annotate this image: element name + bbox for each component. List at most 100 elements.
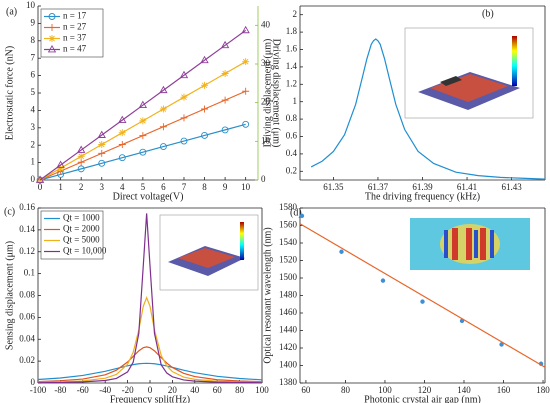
- series-line: [39, 123, 246, 181]
- x-tick-label: 61.41: [457, 182, 477, 192]
- y-tick-label: 0.4: [286, 148, 298, 158]
- legend-label: n = 17: [63, 11, 87, 21]
- inset-c: [159, 214, 259, 291]
- x-tick-label: 5: [141, 182, 146, 192]
- y2-tick-label: 40: [261, 19, 271, 29]
- legend-label: Qt = 2000: [63, 224, 100, 234]
- marker: [200, 55, 209, 64]
- x-tick-label: -80: [54, 385, 66, 395]
- x-tick-label: 3: [99, 182, 104, 192]
- marker: [221, 126, 229, 134]
- y-tick-label: 1.8: [286, 26, 298, 36]
- y-tick-label: 1: [31, 157, 36, 167]
- marker: [77, 165, 85, 173]
- y-tick-label: 3: [31, 122, 36, 132]
- y-tick-label: 1.6: [286, 44, 298, 54]
- x-tick-label: 60: [301, 385, 311, 395]
- y-tick-label: 9: [31, 17, 36, 27]
- x-tick-label: 4: [120, 182, 125, 192]
- legend-label: Qt = 1000: [63, 213, 100, 223]
- inset-d: [410, 218, 530, 270]
- y-tick-label: 1420: [279, 342, 298, 352]
- y-tick-label: 1400: [279, 360, 298, 370]
- marker: [139, 132, 147, 140]
- x-tick-label: 80: [341, 385, 351, 395]
- point: [339, 249, 344, 254]
- legend-label: n = 37: [63, 33, 87, 43]
- x-tick-label: 9: [223, 182, 228, 192]
- marker: [35, 175, 45, 183]
- y-tick-label: 10: [26, 0, 36, 10]
- x-tick-label: 10: [241, 182, 251, 192]
- x-tick-label: -100: [30, 385, 47, 395]
- y-tick-label: 0.08: [19, 290, 35, 300]
- y-tick-label: 0.04: [19, 333, 35, 343]
- y-tick-label: 1.2: [286, 78, 297, 88]
- y-tick-label: 8: [31, 35, 36, 45]
- y-tick-label: 0.14: [19, 224, 35, 234]
- x-tick-label: 6: [161, 182, 166, 192]
- y-tick-label: 1380: [279, 377, 298, 387]
- x-axis-label: Frequency split(Hz): [110, 394, 190, 403]
- legend-label: n = 27: [63, 22, 87, 32]
- point: [499, 342, 504, 347]
- x-tick-label: 80: [235, 385, 245, 395]
- legend-marker: [48, 13, 56, 20]
- y-tick-label: 0.2: [286, 165, 297, 175]
- y-tick-label: 1: [293, 96, 298, 106]
- y2-tick-label: 10: [261, 135, 271, 145]
- y-tick-label: 0.06: [19, 311, 35, 321]
- x-tick-label: 61.39: [412, 182, 433, 192]
- x-axis-label: Direct voltage(V): [113, 191, 184, 202]
- marker: [138, 100, 148, 109]
- marker: [159, 143, 167, 151]
- series-line: [37, 346, 263, 383]
- marker: [201, 132, 208, 139]
- marker: [98, 149, 106, 157]
- x-tick-label: -20: [122, 385, 134, 395]
- y-tick-label: 0.12: [19, 246, 35, 256]
- x-tick-label: 160: [497, 385, 511, 395]
- y-tick-label: 2: [31, 139, 36, 149]
- y-tick-label: 5: [31, 87, 36, 97]
- marker: [159, 85, 168, 94]
- x-tick-label: 1: [58, 182, 63, 192]
- marker: [221, 96, 229, 104]
- marker: [97, 130, 106, 138]
- marker: [159, 123, 167, 131]
- y2-tick-label: 30: [261, 58, 271, 68]
- marker: [242, 120, 250, 128]
- y-tick-label: 2: [293, 9, 298, 19]
- y-tick-label: 0: [31, 377, 36, 387]
- marker: [242, 58, 250, 66]
- legend-label: Qt = 5000: [63, 235, 100, 245]
- x-tick-label: 100: [378, 385, 392, 395]
- x-tick-label: 7: [182, 182, 187, 192]
- y-tick-label: 0.02: [19, 355, 35, 365]
- series-line: [37, 213, 263, 384]
- marker: [201, 81, 209, 89]
- panel-title: (d): [290, 207, 302, 218]
- marker: [201, 105, 209, 113]
- y-tick-label: 0.6: [286, 131, 298, 141]
- y2-axis-label: Driving displacement (μm): [271, 39, 282, 148]
- marker: [118, 115, 127, 123]
- x-tick-label: 60: [213, 385, 223, 395]
- y-tick-label: 1.4: [286, 61, 298, 71]
- marker: [56, 160, 65, 168]
- legend-label: Qt = 10,000: [63, 246, 107, 256]
- marker: [180, 93, 188, 101]
- y-axis-label: Electrostatic force (nN): [4, 46, 15, 140]
- y-tick-label: 0: [31, 174, 36, 184]
- panel-title: (c): [4, 206, 15, 217]
- x-tick-label: 180: [536, 385, 550, 395]
- y2-tick-label: 20: [261, 97, 271, 107]
- y-tick-label: 0.16: [19, 202, 35, 212]
- y-tick-label: 1560: [279, 220, 298, 230]
- x-tick-label: 100: [255, 385, 269, 395]
- point: [299, 213, 305, 219]
- y-tick-label: 1500: [279, 272, 298, 282]
- y-tick-label: 7: [31, 52, 36, 62]
- legend-marker: [48, 24, 56, 31]
- x-tick-label: 61.37: [368, 182, 389, 192]
